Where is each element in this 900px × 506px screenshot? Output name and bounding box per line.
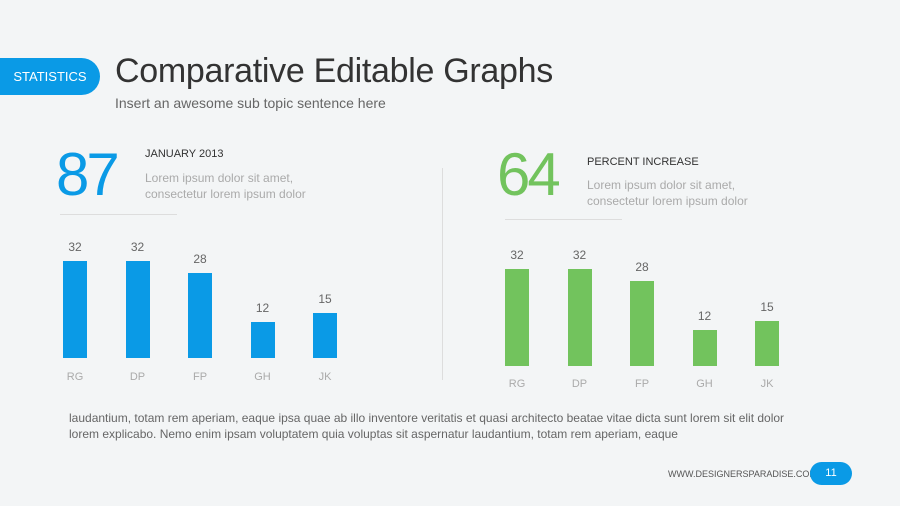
- page-number: 11: [810, 462, 852, 485]
- data-label: 12: [697, 308, 712, 323]
- category-label: GH: [696, 378, 713, 390]
- category-label: RG: [508, 378, 526, 390]
- stat-description-left: Lorem ipsum dolor sit amet, consectetur …: [145, 171, 306, 201]
- body-text: laudantium, totam rem aperiam, eaque ips…: [69, 411, 785, 441]
- stat-heading-right: PERCENT INCREASE: [587, 156, 699, 168]
- data-label: 28: [193, 252, 207, 267]
- stat-rule-left: [60, 214, 177, 215]
- section-tag: STATISTICS: [0, 58, 100, 95]
- bar-jk: [313, 312, 337, 358]
- data-label: 28: [635, 260, 649, 275]
- category-label: JK: [760, 378, 774, 390]
- data-label: 32: [572, 248, 587, 262]
- footer-url[interactable]: WWW.DESIGNERSPARADISE.COM: [668, 469, 817, 479]
- bar-fp: [630, 281, 654, 366]
- bar-rg: [63, 261, 87, 358]
- stat-description-right: Lorem ipsum dolor sit amet, consectetur …: [587, 178, 748, 208]
- stat-number-right: 64: [497, 141, 561, 208]
- bar-gh: [250, 321, 275, 358]
- stat-heading-left: JANUARY 2013: [145, 148, 224, 160]
- page-title: Comparative Editable Graphs: [115, 52, 553, 90]
- bar-dp: [125, 261, 150, 358]
- data-label: 32: [68, 240, 82, 254]
- divider: [442, 168, 443, 380]
- category-label: DP: [571, 378, 588, 390]
- category-label: DP: [129, 371, 146, 383]
- category-label: GH: [254, 371, 271, 383]
- bar-dp: [567, 269, 592, 366]
- data-label: 15: [760, 299, 774, 314]
- stat-number-left: 87: [56, 141, 120, 208]
- page-subtitle: Insert an awesome sub topic sentence her…: [115, 95, 386, 111]
- bar-jk: [755, 320, 779, 366]
- data-label: 32: [130, 240, 145, 254]
- bar-rg: [505, 269, 529, 366]
- data-label: 15: [318, 291, 332, 306]
- data-label: 32: [510, 248, 524, 262]
- category-label: RG: [66, 371, 84, 383]
- bar-gh: [692, 329, 717, 366]
- bar-fp: [188, 273, 212, 358]
- category-label: FP: [634, 378, 650, 390]
- category-label: JK: [318, 371, 332, 383]
- category-label: FP: [192, 371, 208, 383]
- data-label: 12: [255, 300, 270, 315]
- stat-rule-right: [505, 219, 622, 220]
